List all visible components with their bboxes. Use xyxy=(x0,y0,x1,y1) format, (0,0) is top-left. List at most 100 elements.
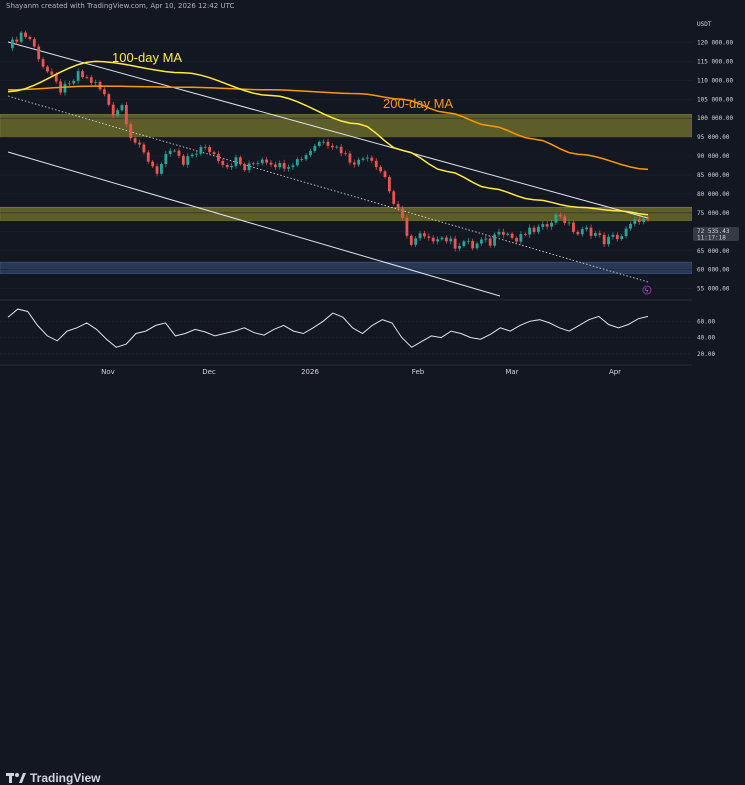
candle xyxy=(602,232,606,247)
channel-lower-line xyxy=(7,151,501,297)
candle xyxy=(330,143,334,150)
candle xyxy=(637,216,641,225)
candle xyxy=(124,101,128,128)
ma100-line xyxy=(7,60,649,216)
tradingview-logo-icon xyxy=(6,773,26,783)
candle xyxy=(607,234,610,247)
candle xyxy=(326,138,330,149)
candle xyxy=(164,150,168,168)
candle xyxy=(646,215,650,223)
candle xyxy=(138,139,141,148)
candle xyxy=(401,205,404,221)
rsi-tick-2: 20.00 xyxy=(697,351,715,358)
chart-header: Shayanm created with TradingView.com, Ap… xyxy=(6,2,235,10)
currency-label: USDT xyxy=(697,21,712,28)
candle xyxy=(383,169,387,179)
candle xyxy=(545,221,549,230)
x-tick-4: Mar xyxy=(505,368,518,376)
candle xyxy=(155,163,159,177)
candle xyxy=(528,224,532,238)
candle xyxy=(85,75,89,80)
x-tick-3: Feb xyxy=(412,368,425,376)
candle xyxy=(190,152,194,158)
candle xyxy=(142,142,146,155)
y-tick-5: 95 000.00 xyxy=(697,134,730,141)
chart-grid xyxy=(0,42,692,289)
price-tag-value: 72 535.43 xyxy=(697,228,730,235)
candle xyxy=(510,232,514,240)
candle xyxy=(317,140,321,148)
y-tick-3: 105 000.00 xyxy=(697,96,734,103)
y-tick-11: 65 000.00 xyxy=(697,248,730,255)
candle xyxy=(541,221,545,230)
y-tick-9: 75 000.00 xyxy=(697,210,730,217)
candle xyxy=(585,225,589,232)
candle xyxy=(497,228,501,238)
candle xyxy=(462,239,466,248)
candle xyxy=(278,160,282,170)
candle xyxy=(357,157,361,167)
candle xyxy=(348,150,352,166)
candle xyxy=(580,226,584,237)
candle xyxy=(352,159,356,168)
candle xyxy=(37,43,41,62)
rsi-grid xyxy=(0,321,692,355)
candle xyxy=(515,236,518,244)
y-tick-8: 80 000.00 xyxy=(697,191,730,198)
candle xyxy=(41,57,45,69)
price-scale-bg xyxy=(692,16,745,300)
candle xyxy=(129,121,133,141)
candle xyxy=(160,162,163,176)
zone-2 xyxy=(0,261,693,274)
candle xyxy=(186,153,190,168)
candle xyxy=(195,151,198,158)
candle xyxy=(423,230,426,239)
candle xyxy=(243,162,247,172)
channel-mid-dotted-line xyxy=(7,95,649,283)
tradingview-logo[interactable]: TradingView xyxy=(6,771,100,785)
price-chart[interactable]: 100-day MA 200-day MA USDT 120 000.00 115… xyxy=(0,0,745,414)
candle xyxy=(111,101,115,119)
candle xyxy=(370,155,374,164)
x-tick-1: Dec xyxy=(202,368,216,376)
annotation-ma200: 200-day MA xyxy=(383,96,453,111)
y-tick-0: 120 000.00 xyxy=(697,40,734,47)
candle xyxy=(177,148,181,159)
candle xyxy=(493,232,496,248)
rsi-tick-1: 40.00 xyxy=(697,335,715,342)
candle xyxy=(24,30,27,39)
candle xyxy=(458,243,461,252)
candle xyxy=(379,165,383,174)
candle xyxy=(291,162,295,171)
candle xyxy=(396,200,400,212)
rsi-tick-0: 60.00 xyxy=(697,318,715,325)
candle xyxy=(624,226,628,239)
candle xyxy=(72,79,76,86)
candle xyxy=(208,144,212,155)
candle xyxy=(554,212,558,226)
candle xyxy=(287,164,290,172)
candle xyxy=(405,215,409,239)
candle xyxy=(256,160,260,167)
candle xyxy=(440,236,444,241)
candle xyxy=(523,232,527,237)
candle xyxy=(344,151,347,156)
candle xyxy=(221,158,225,168)
y-tick-4: 100 000.00 xyxy=(697,115,734,122)
candle xyxy=(81,69,84,79)
candle xyxy=(633,216,637,227)
rsi-line xyxy=(7,308,649,348)
candle xyxy=(107,92,111,107)
y-tick-1: 115 000.00 xyxy=(697,58,734,65)
candle xyxy=(265,156,269,166)
candle xyxy=(273,161,277,171)
candle xyxy=(532,225,536,235)
candle xyxy=(563,213,567,226)
zone-1 xyxy=(0,206,693,221)
candle xyxy=(501,228,505,238)
candle xyxy=(234,154,238,169)
candle xyxy=(103,87,106,97)
candle xyxy=(181,153,185,167)
candle xyxy=(519,231,523,245)
candle xyxy=(225,162,229,170)
